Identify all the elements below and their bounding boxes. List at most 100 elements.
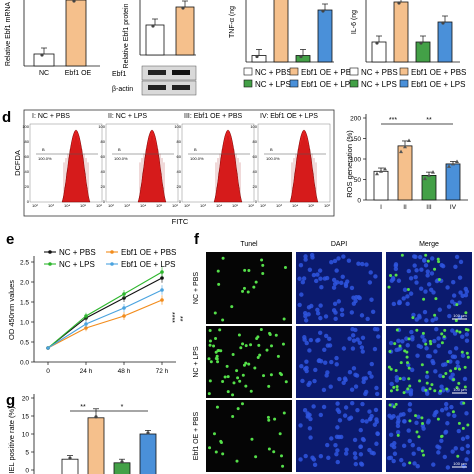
- nucleus: [407, 408, 412, 413]
- nucleus: [433, 410, 438, 415]
- nucleus: [358, 461, 364, 466]
- tunel-positive-cell: [424, 388, 428, 392]
- nucleus: [299, 292, 304, 297]
- nucleus: [386, 455, 392, 461]
- tunel-positive-cell: [216, 349, 220, 353]
- gate-label: B: [270, 147, 273, 152]
- flow-y-tick: 60: [177, 154, 182, 159]
- tunel-positive-cell: [458, 330, 462, 334]
- flow-y-tick: 100: [250, 124, 257, 129]
- nucleus: [333, 310, 338, 315]
- nucleus: [405, 301, 410, 307]
- nucleus: [343, 451, 349, 456]
- data-point: [407, 138, 411, 143]
- nucleus: [388, 432, 394, 438]
- nucleus: [438, 373, 443, 378]
- nucleus: [341, 380, 346, 385]
- tunel-positive-cell: [208, 329, 212, 333]
- legend-marker: [110, 262, 114, 266]
- nucleus: [335, 407, 340, 413]
- tunel-positive-cell: [414, 414, 418, 418]
- nucleus: [433, 316, 439, 321]
- tunel-positive-cell: [282, 411, 286, 415]
- nucleus: [425, 353, 431, 359]
- tunel-positive-cell: [389, 389, 393, 393]
- panel-c-tnf-ylabel: TNF-α (ng: [229, 6, 236, 38]
- nucleus: [390, 276, 396, 281]
- bar: [175, 6, 195, 56]
- nucleus: [341, 254, 346, 259]
- legend-marker: [48, 262, 52, 266]
- tunel-positive-cell: [282, 317, 286, 321]
- nucleus: [335, 280, 340, 285]
- panel-c-tnf: TNF-α (ng: [229, 0, 334, 63]
- data-point: [451, 161, 455, 166]
- nucleus: [364, 262, 369, 267]
- nucleus: [375, 327, 380, 332]
- dapi-image: [296, 326, 382, 398]
- tunel-positive-cell: [254, 280, 258, 284]
- nucleus: [318, 315, 323, 321]
- nucleus: [422, 338, 427, 343]
- tunel-positive-cell: [466, 328, 470, 332]
- data-point: [94, 415, 98, 419]
- nucleus: [303, 257, 308, 262]
- nucleus: [428, 287, 434, 292]
- nucleus: [434, 327, 439, 332]
- panel-label-f: f: [194, 231, 200, 248]
- tunel-positive-cell: [246, 290, 250, 294]
- nucleus: [413, 254, 418, 260]
- flow-y-tick: 100: [98, 124, 105, 129]
- y-tick-label: 20: [22, 396, 30, 403]
- nucleus: [358, 452, 364, 457]
- nucleus: [464, 332, 469, 337]
- tunel-positive-cell: [207, 357, 211, 361]
- nucleus: [411, 451, 416, 456]
- data-point: [399, 149, 403, 154]
- nucleus: [451, 293, 457, 298]
- nucleus: [326, 455, 331, 460]
- nucleus: [348, 415, 354, 420]
- tunel-positive-cell: [389, 273, 393, 277]
- gate-label: B: [194, 147, 197, 152]
- nucleus: [460, 293, 465, 299]
- nucleus: [439, 384, 444, 389]
- nucleus: [417, 313, 422, 319]
- tunel-positive-cell: [213, 311, 217, 315]
- nucleus: [410, 337, 415, 342]
- tunel-positive-cell: [269, 373, 273, 377]
- tunel-positive-cell: [261, 272, 265, 276]
- nucleus: [371, 451, 376, 456]
- tunel-positive-cell: [437, 260, 441, 264]
- nucleus: [395, 423, 401, 429]
- nucleus: [372, 422, 378, 427]
- tunel-positive-cell: [270, 344, 274, 348]
- nucleus: [306, 312, 311, 317]
- tunel-positive-cell: [452, 378, 456, 382]
- significance-label: **: [426, 117, 432, 124]
- nucleus: [442, 454, 448, 460]
- tunel-positive-cell: [464, 311, 468, 315]
- flow-y-tick: 40: [25, 169, 30, 174]
- flow-y-tick: 100: [174, 124, 181, 129]
- data-point: [46, 346, 50, 350]
- nucleus: [412, 263, 417, 268]
- nucleus: [356, 261, 361, 266]
- nucleus: [350, 326, 355, 332]
- nucleus: [453, 446, 458, 451]
- nucleus: [355, 407, 360, 413]
- nucleus: [360, 349, 365, 354]
- flow-y-tick: 0: [179, 199, 182, 204]
- gate-percent: 100.0%: [114, 156, 128, 161]
- nucleus: [456, 428, 461, 434]
- tunel-positive-cell: [457, 381, 461, 385]
- nucleus: [414, 317, 419, 322]
- legend-item: Ebf1 OE + PBS: [411, 68, 466, 77]
- tunel-positive-cell: [387, 365, 391, 369]
- data-point: [40, 53, 44, 57]
- legend-item: NC + LPS: [361, 80, 397, 89]
- nucleus: [353, 455, 358, 460]
- nucleus: [414, 268, 419, 273]
- nucleus: [454, 254, 460, 260]
